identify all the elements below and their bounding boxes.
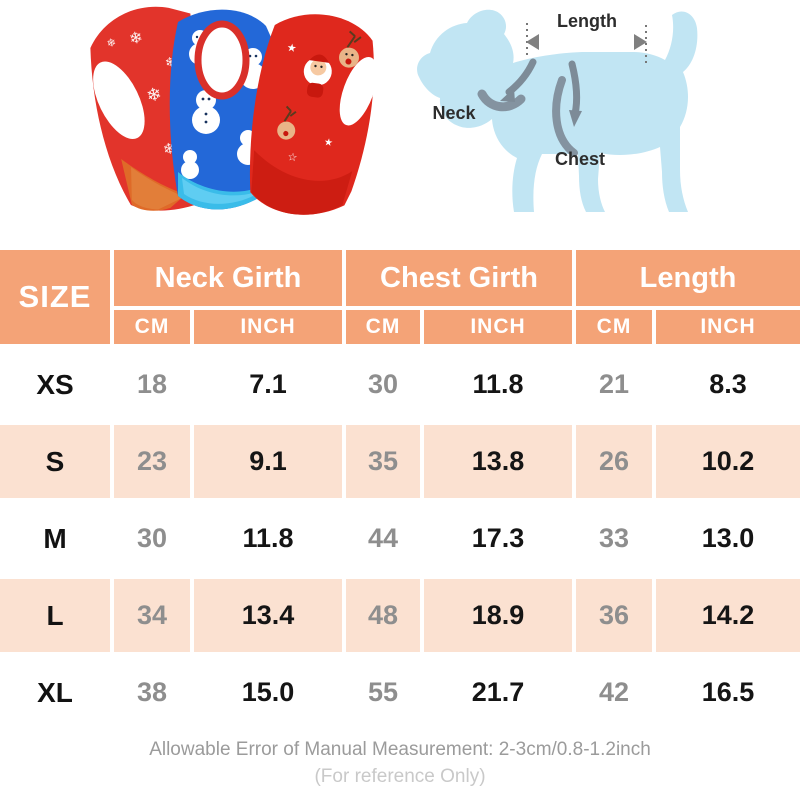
neck-inch-header: INCH bbox=[194, 310, 342, 344]
product-photo-vests: ❄ ❄ ❄ ❄ ❄ ❄ ❄ ❄ ❄ bbox=[90, 6, 378, 215]
table-cell: 11.8 bbox=[424, 348, 572, 421]
table-cell: 18.9 bbox=[424, 579, 572, 652]
table-cell: 42 bbox=[576, 656, 652, 729]
table-cell: 30 bbox=[114, 502, 190, 575]
svg-text:★: ★ bbox=[286, 41, 298, 55]
chest-girth-header: Chest Girth bbox=[346, 250, 572, 306]
neck-girth-header: Neck Girth bbox=[114, 250, 342, 306]
table-cell: 11.8 bbox=[194, 502, 342, 575]
chest-cm-header: CM bbox=[346, 310, 420, 344]
svg-text:❄: ❄ bbox=[127, 27, 144, 48]
table-cell: 9.1 bbox=[194, 425, 342, 498]
table-cell: 33 bbox=[576, 502, 652, 575]
row-xs-size: XS bbox=[0, 348, 110, 421]
table-cell: 21 bbox=[576, 348, 652, 421]
svg-text:☆: ☆ bbox=[287, 150, 299, 164]
table-cell: 36 bbox=[576, 579, 652, 652]
svg-text:❄: ❄ bbox=[106, 36, 118, 51]
santa-motif bbox=[303, 54, 332, 98]
chest-label: Chest bbox=[555, 149, 605, 169]
table-cell: 16.5 bbox=[656, 656, 800, 729]
table-cell: 30 bbox=[346, 348, 420, 421]
table-cell: 26 bbox=[576, 425, 652, 498]
table-cell: 14.2 bbox=[656, 579, 800, 652]
table-cell: 13.8 bbox=[424, 425, 572, 498]
table-cell: 35 bbox=[346, 425, 420, 498]
length-header: Length bbox=[576, 250, 800, 306]
measurement-note: Allowable Error of Manual Measurement: 2… bbox=[0, 736, 800, 790]
vest-red-santa: ★ ☆ ☆ ★ bbox=[249, 14, 378, 215]
table-cell: 38 bbox=[114, 656, 190, 729]
table-cell: 7.1 bbox=[194, 348, 342, 421]
length-label: Length bbox=[557, 11, 617, 31]
chest-strap-band bbox=[552, 76, 578, 157]
svg-text:☆: ☆ bbox=[345, 109, 358, 124]
length-inch-header: INCH bbox=[656, 310, 800, 344]
table-cell: 10.2 bbox=[656, 425, 800, 498]
table-cell: 21.7 bbox=[424, 656, 572, 729]
svg-text:❄: ❄ bbox=[145, 83, 164, 107]
note-line-1: Allowable Error of Manual Measurement: 2… bbox=[149, 739, 651, 760]
table-cell: 15.0 bbox=[194, 656, 342, 729]
neck-pointer-arrow bbox=[505, 58, 537, 96]
neck-collar-band bbox=[477, 89, 526, 112]
top-illustration-area: ❄ ❄ ❄ ❄ ❄ ❄ ❄ ❄ ❄ bbox=[0, 0, 800, 250]
row-s-size: S bbox=[0, 425, 110, 498]
table-cell: 44 bbox=[346, 502, 420, 575]
table-cell: 23 bbox=[114, 425, 190, 498]
table-cell: 17.3 bbox=[424, 502, 572, 575]
table-cell: 8.3 bbox=[656, 348, 800, 421]
table-cell: 13.4 bbox=[194, 579, 342, 652]
table-cell: 18 bbox=[114, 348, 190, 421]
chest-inch-header: INCH bbox=[424, 310, 572, 344]
row-m-size: M bbox=[0, 502, 110, 575]
table-cell: 55 bbox=[346, 656, 420, 729]
row-l-size: L bbox=[0, 579, 110, 652]
row-xl-size: XL bbox=[0, 656, 110, 729]
chest-pointer-arrow bbox=[568, 60, 581, 118]
table-cell: 34 bbox=[114, 579, 190, 652]
neck-cm-header: CM bbox=[114, 310, 190, 344]
dog-measurement-diagram: Length Neck Chest bbox=[417, 9, 698, 213]
table-cell: 13.0 bbox=[656, 502, 800, 575]
svg-text:★: ★ bbox=[323, 137, 333, 149]
size-table: SIZE Neck Girth Chest Girth Length CM IN… bbox=[0, 250, 800, 729]
neck-label: Neck bbox=[432, 103, 476, 123]
table-cell: 48 bbox=[346, 579, 420, 652]
note-line-2: (For reference Only) bbox=[314, 766, 486, 787]
length-cm-header: CM bbox=[576, 310, 652, 344]
size-column-header: SIZE bbox=[0, 250, 110, 344]
